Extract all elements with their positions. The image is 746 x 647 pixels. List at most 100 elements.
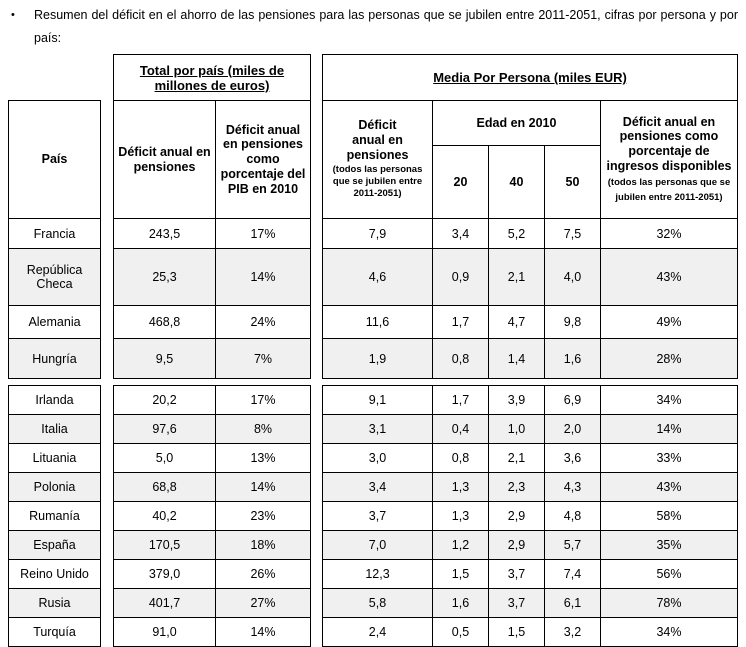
total-deficit-cell: 20,2 xyxy=(113,385,216,415)
country-cell: Alemania xyxy=(8,305,101,339)
per-person-deficit-cell: 4,6 xyxy=(322,248,433,306)
country-cell: Rusia xyxy=(8,588,101,618)
age-50-header: 50 xyxy=(544,145,601,219)
column-gap xyxy=(100,588,114,618)
column-gap xyxy=(100,338,114,379)
pib-percent-cell: 14% xyxy=(215,472,311,502)
age-40-value-cell: 2,1 xyxy=(488,248,545,306)
income-percent-cell: 43% xyxy=(600,248,738,306)
age-50-value-cell: 5,7 xyxy=(544,530,601,560)
table-row: Italia 97,6 8% 3,1 0,4 1,0 2,0 14% xyxy=(8,414,738,444)
pib-percent-cell: 14% xyxy=(215,617,311,647)
column-gap xyxy=(310,218,323,249)
per-person-deficit-cell: 12,3 xyxy=(322,559,433,589)
bullet-icon: • xyxy=(11,9,15,21)
country-column-header: País xyxy=(8,100,101,219)
column-gap xyxy=(310,305,323,339)
table-row: República Checa 25,3 14% 4,6 0,9 2,1 4,0… xyxy=(8,248,738,306)
column-gap xyxy=(310,414,323,444)
income-percent-header-note: (todos las personas que se jubilen entre… xyxy=(607,176,731,203)
age-50-value-cell: 2,0 xyxy=(544,414,601,444)
total-deficit-cell: 5,0 xyxy=(113,443,216,473)
per-person-deficit-header-note: (todos las personas que se jubilen entre… xyxy=(332,163,423,200)
pib-percent-cell: 14% xyxy=(215,248,311,306)
column-gap xyxy=(310,385,323,415)
column-gap xyxy=(310,559,323,589)
table-row: Irlanda 20,2 17% 9,1 1,7 3,9 6,9 34% xyxy=(8,385,738,415)
age-50-value-cell: 4,8 xyxy=(544,501,601,531)
pib-percent-cell: 26% xyxy=(215,559,311,589)
age-40-header: 40 xyxy=(488,145,545,219)
country-cell: Turquía xyxy=(8,617,101,647)
column-gap xyxy=(310,54,323,101)
age-40-value-cell: 2,1 xyxy=(488,443,545,473)
income-percent-cell: 49% xyxy=(600,305,738,339)
age-40-value-cell: 2,3 xyxy=(488,472,545,502)
age-50-value-cell: 6,1 xyxy=(544,588,601,618)
age-20-value-cell: 0,8 xyxy=(432,443,489,473)
table-row: Hungría 9,5 7% 1,9 0,8 1,4 1,6 28% xyxy=(8,338,738,379)
income-percent-cell: 34% xyxy=(600,385,738,415)
age-20-value-cell: 1,3 xyxy=(432,472,489,502)
intro-bullet-item: • Resumen del déficit en el ahorro de la… xyxy=(8,4,740,50)
age-20-value-cell: 0,9 xyxy=(432,248,489,306)
total-deficit-cell: 68,8 xyxy=(113,472,216,502)
age-20-value-cell: 1,6 xyxy=(432,588,489,618)
column-gap xyxy=(100,305,114,339)
age-40-value-cell: 3,9 xyxy=(488,385,545,415)
table-row: Reino Unido 379,0 26% 12,3 1,5 3,7 7,4 5… xyxy=(8,559,738,589)
income-percent-cell: 58% xyxy=(600,501,738,531)
country-cell: Lituania xyxy=(8,443,101,473)
age-40-value-cell: 2,9 xyxy=(488,530,545,560)
country-cell: Italia xyxy=(8,414,101,444)
table-row: España 170,5 18% 7,0 1,2 2,9 5,7 35% xyxy=(8,530,738,560)
column-gap xyxy=(310,588,323,618)
column-gap xyxy=(100,414,114,444)
total-deficit-cell: 170,5 xyxy=(113,530,216,560)
age-20-value-cell: 1,5 xyxy=(432,559,489,589)
total-deficit-cell: 97,6 xyxy=(113,414,216,444)
age-50-value-cell: 4,3 xyxy=(544,472,601,502)
pension-deficit-table: Total por país (miles de millones de eur… xyxy=(8,54,738,647)
age-40-value-cell: 5,2 xyxy=(488,218,545,249)
age-40-value-cell: 3,7 xyxy=(488,559,545,589)
totals-group-title: Total por país (miles de millones de eur… xyxy=(113,54,311,101)
table-block-upper: Francia 243,5 17% 7,9 3,4 5,2 7,5 32% Re… xyxy=(8,218,738,379)
block-spacer-row xyxy=(8,378,738,386)
column-gap xyxy=(310,617,323,647)
total-deficit-cell: 9,5 xyxy=(113,338,216,379)
country-cell: Francia xyxy=(8,218,101,249)
column-gap xyxy=(100,472,114,502)
country-cell: Reino Unido xyxy=(8,559,101,589)
per-person-deficit-cell: 2,4 xyxy=(322,617,433,647)
table-row: Polonia 68,8 14% 3,4 1,3 2,3 4,3 43% xyxy=(8,472,738,502)
age-50-value-cell: 7,4 xyxy=(544,559,601,589)
column-gap xyxy=(100,559,114,589)
column-gap xyxy=(310,100,323,219)
table-row: Turquía 91,0 14% 2,4 0,5 1,5 3,2 34% xyxy=(8,617,738,647)
country-cell: Polonia xyxy=(8,472,101,502)
totals-deficit-header: Déficit anual en pensiones xyxy=(113,100,216,219)
age-group-header: Edad en 2010 xyxy=(432,100,601,146)
age-40-value-cell: 2,9 xyxy=(488,501,545,531)
total-deficit-cell: 243,5 xyxy=(113,218,216,249)
per-person-deficit-cell: 7,0 xyxy=(322,530,433,560)
per-person-deficit-cell: 5,8 xyxy=(322,588,433,618)
column-gap xyxy=(100,100,114,219)
per-person-deficit-cell: 1,9 xyxy=(322,338,433,379)
age-50-value-cell: 6,9 xyxy=(544,385,601,415)
age-40-value-cell: 1,0 xyxy=(488,414,545,444)
table-row: Francia 243,5 17% 7,9 3,4 5,2 7,5 32% xyxy=(8,218,738,249)
block-spacer xyxy=(8,378,738,386)
table-row: Alemania 468,8 24% 11,6 1,7 4,7 9,8 49% xyxy=(8,305,738,339)
country-cell: España xyxy=(8,530,101,560)
column-gap xyxy=(310,472,323,502)
table-header: Total por país (miles de millones de eur… xyxy=(8,54,738,219)
column-gap xyxy=(310,443,323,473)
age-40-value-cell: 1,5 xyxy=(488,617,545,647)
income-percent-header: Déficit anual en pensiones como porcenta… xyxy=(600,100,738,219)
pib-percent-cell: 18% xyxy=(215,530,311,560)
pib-percent-cell: 17% xyxy=(215,385,311,415)
total-deficit-cell: 379,0 xyxy=(113,559,216,589)
income-percent-cell: 56% xyxy=(600,559,738,589)
